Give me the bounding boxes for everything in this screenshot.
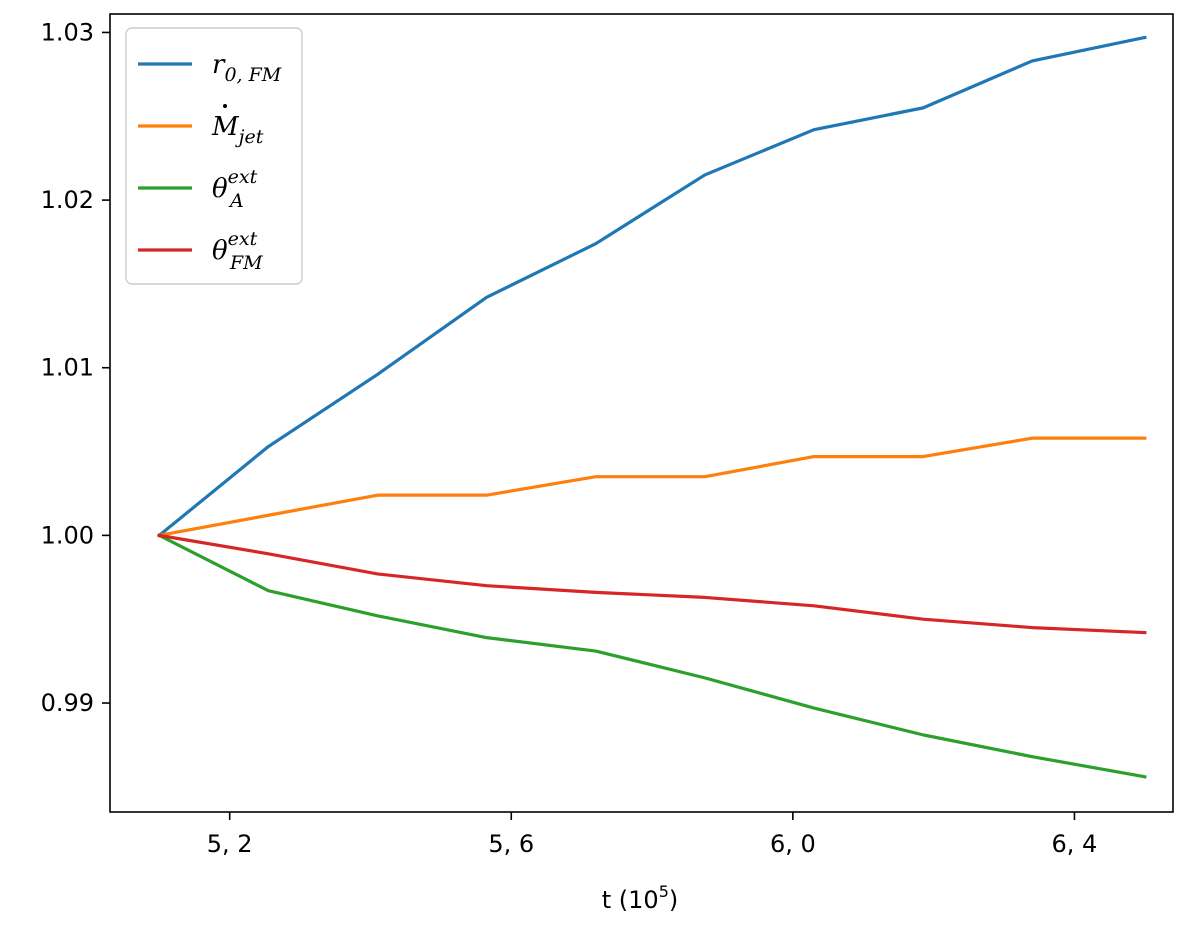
- legend-dot-accent: [223, 104, 227, 108]
- y-tick-label: 1.00: [41, 521, 94, 549]
- x-axis-label-text: t (10: [602, 886, 659, 914]
- legend-label-0: r0, FM: [212, 50, 282, 86]
- y-tick-label: 1.02: [41, 186, 94, 214]
- y-tick-label: 0.99: [41, 689, 94, 717]
- y-tick-label: 1.03: [41, 18, 94, 46]
- legend-label-3: θext FM: [212, 228, 263, 274]
- x-axis-label-exponent: 5: [659, 882, 669, 901]
- x-axis-label: t (105): [602, 882, 679, 914]
- x-tick-label: 6, 4: [1052, 830, 1098, 858]
- legend: r0, FM Mjet θext A θext FM: [125, 27, 303, 285]
- series-line-1: [157, 436, 1147, 538]
- series-line-2: [157, 533, 1147, 779]
- legend-box: [125, 27, 303, 285]
- axis-ticks: 5, 2 5, 6 6, 0 6, 4 0.99 1.00 1.01 1.02 1.03: [41, 18, 1098, 858]
- x-axis-label-tail: ): [669, 886, 678, 914]
- x-tick-label: 5, 6: [488, 830, 534, 858]
- x-tick-label: 5, 2: [207, 830, 253, 858]
- legend-label-1: Mjet: [211, 112, 264, 148]
- series-layer: [157, 35, 1147, 779]
- series-line-3: [157, 533, 1147, 635]
- x-tick-label: 6, 0: [770, 830, 816, 858]
- plot-area-frame: [109, 13, 1174, 813]
- series-line-0: [157, 35, 1147, 538]
- y-tick-label: 1.01: [41, 354, 94, 382]
- legend-label-2: θext A: [212, 166, 258, 212]
